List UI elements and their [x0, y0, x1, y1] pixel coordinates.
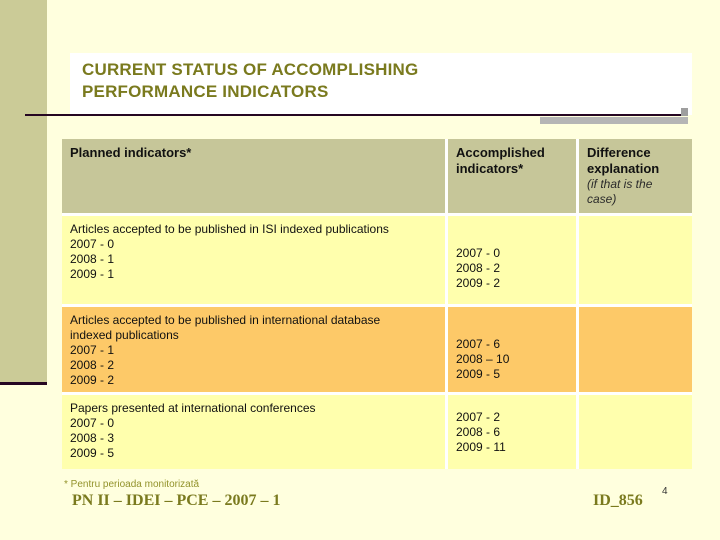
planned-cell-row2: Articles accepted to be published in int… [62, 307, 445, 392]
page-number: 4 [662, 486, 668, 497]
left-accent-bar [0, 0, 47, 382]
planned-cell-row1: Articles accepted to be published in ISI… [62, 216, 445, 304]
left-accent-bar-underline [0, 382, 47, 385]
slide-title: CURRENT STATUS OF ACCOMPLISHING PERFORMA… [82, 60, 419, 101]
accomplished-value-line: 2007 - 0 [456, 246, 501, 260]
accomplished-cell-row1: 2007 - 0 2008 - 2 2009 - 2 [448, 216, 576, 304]
planned-desc: Papers presented at international confer… [70, 401, 316, 415]
difference-cell-row2 [579, 307, 692, 392]
planned-value-line: 2008 - 2 [70, 358, 115, 372]
planned-value-line: 2009 - 5 [70, 446, 115, 460]
header-difference-note: (if that is the case) [587, 177, 653, 206]
difference-cell-row3 [579, 395, 692, 469]
planned-value-line: 2007 - 0 [70, 237, 115, 251]
planned-value-line: 2007 - 0 [70, 416, 115, 430]
title-box: CURRENT STATUS OF ACCOMPLISHING PERFORMA… [70, 53, 692, 115]
planned-value-line: 2008 - 1 [70, 252, 115, 266]
accomplished-cell-row2: 2007 - 6 2008 – 10 2009 - 5 [448, 307, 576, 392]
planned-cell-row3: Papers presented at international confer… [62, 395, 445, 469]
title-underline-notch [681, 108, 688, 116]
planned-value-line: 2009 - 1 [70, 267, 115, 281]
header-accomplished-indicators: Accomplished indicators* [448, 139, 576, 213]
planned-value-line: 2008 - 3 [70, 431, 115, 445]
planned-value-line: 2009 - 2 [70, 373, 115, 387]
accomplished-value-line: 2007 - 2 [456, 410, 501, 424]
accomplished-cell-row3: 2007 - 2 2008 - 6 2009 - 11 [448, 395, 576, 469]
accomplished-value-line: 2008 - 6 [456, 425, 501, 439]
title-underline-gray-bar [540, 117, 688, 124]
accomplished-value-line: 2009 - 2 [456, 276, 501, 290]
accomplished-value-line: 2008 - 2 [456, 261, 501, 275]
planned-value-line: 2007 - 1 [70, 343, 115, 357]
accomplished-value-line: 2009 - 5 [456, 367, 501, 381]
project-id: ID_856 [593, 492, 643, 509]
accomplished-value-line: 2009 - 11 [456, 440, 506, 454]
planned-desc: Articles accepted to be published in ISI… [70, 222, 389, 236]
header-difference-explanation: Difference explanation (if that is the c… [579, 139, 692, 213]
project-code: PN II – IDEI – PCE – 2007 – 1 [72, 492, 281, 509]
header-difference-label: Difference explanation [587, 145, 660, 176]
monitoring-period-footnote: * Pentru perioada monitorizată [64, 479, 200, 490]
header-planned-indicators: Planned indicators* [62, 139, 445, 213]
indicators-table: Planned indicators* Accomplished indicat… [62, 139, 692, 469]
title-underline [25, 114, 688, 116]
accomplished-value-line: 2008 – 10 [456, 352, 510, 366]
difference-cell-row1 [579, 216, 692, 304]
accomplished-value-line: 2007 - 6 [456, 337, 501, 351]
planned-desc: Articles accepted to be published in int… [70, 313, 381, 342]
